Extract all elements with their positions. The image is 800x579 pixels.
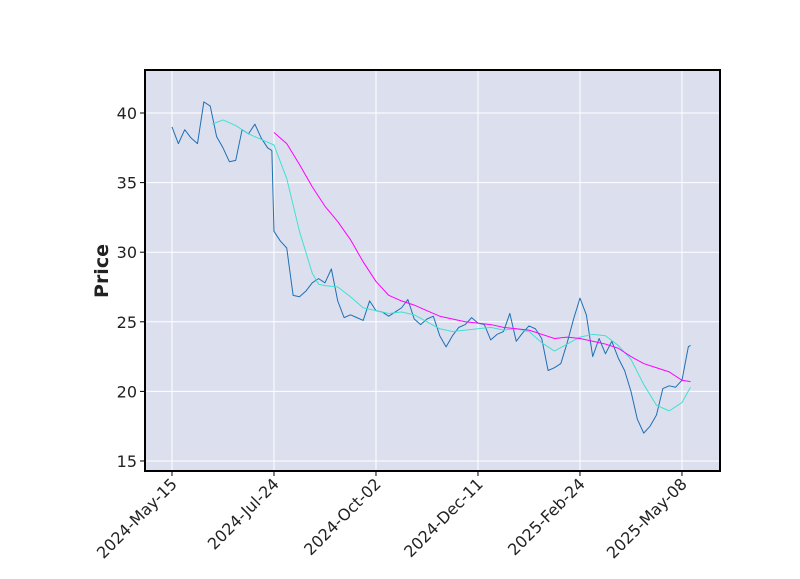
x-tick-label: 2024-Oct-02 (300, 474, 385, 559)
plot-area (145, 70, 720, 471)
y-tick-label: 35 (117, 174, 137, 193)
line-series (212, 119, 691, 412)
y-tick-label: 30 (117, 243, 137, 262)
y-tick-label: 40 (117, 104, 137, 123)
y-tick-label: 15 (117, 452, 137, 471)
line-series (273, 132, 691, 383)
x-tick-label: 2024-May-15 (93, 474, 181, 562)
x-tick-label: 2025-Feb-24 (504, 474, 589, 559)
line-series (171, 101, 691, 434)
y-tick-label: 25 (117, 313, 137, 332)
y-axis-label: Price (91, 244, 113, 298)
plot-frame (144, 69, 721, 472)
x-tick-label: 2025-May-08 (603, 474, 691, 562)
y-tick-label: 20 (117, 382, 137, 401)
x-tick-label: 2024-Jul-24 (204, 474, 283, 553)
x-tick-label: 2024-Dec-11 (400, 474, 487, 561)
